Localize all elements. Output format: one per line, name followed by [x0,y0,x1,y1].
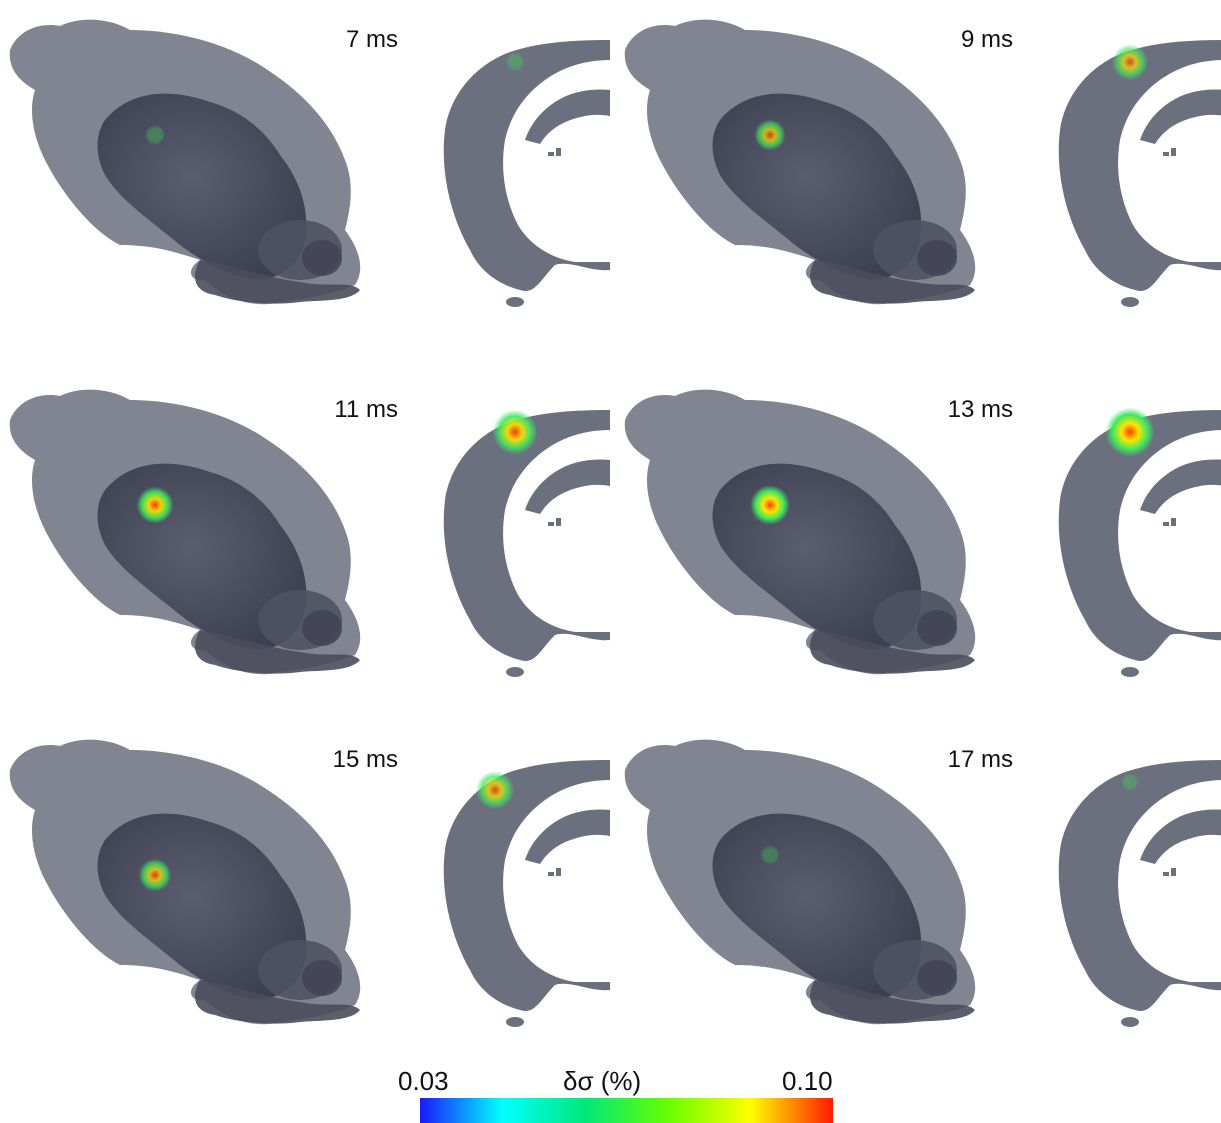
coronal-slice [1058,760,1221,1027]
time-label: 15 ms [332,746,398,773]
activation-spot-3d [760,845,780,865]
brainstem-shape [195,260,360,304]
panel-13-ms: 13 ms [615,380,1221,740]
brainstem-shape [810,260,975,304]
activation-spot-slice [492,409,538,455]
time-label: 11 ms [334,396,398,423]
activation-spot-slice [1111,43,1149,81]
brain-render [9,19,610,307]
activation-spot-slice [1121,773,1139,791]
brain-render [624,739,1221,1027]
time-label: 7 ms [345,26,398,53]
brain-render [624,389,1221,677]
brain-render [624,19,1221,307]
activation-spot-3d [144,124,166,146]
brain-render [9,739,610,1027]
colorbar: 0.03 δσ (%) 0.10 [390,1060,850,1123]
brainstem-shape [195,980,360,1024]
colorbar-gradient [420,1098,833,1123]
activation-spot-3d [138,858,172,892]
panel-7-ms: 7 ms [0,10,610,370]
colorbar-quantity-label: δσ (%) [563,1066,642,1096]
activation-spot-slice [1105,407,1155,457]
coronal-slice [1058,40,1221,307]
activation-spot-3d [136,486,174,524]
activation-spot-3d [754,119,786,151]
panel-9-ms: 9 ms [615,10,1221,370]
activation-spot-slice [505,52,525,72]
brainstem-shape [810,630,975,674]
activation-spot-slice [475,770,515,810]
coronal-slice [443,40,610,307]
panel-15-ms: 15 ms [0,730,610,1090]
coronal-slice [1058,407,1221,677]
activation-spot-3d [750,485,790,525]
colorbar-min-label: 0.03 [398,1066,449,1096]
time-label: 9 ms [960,26,1013,53]
brainstem-shape [810,980,975,1024]
time-label: 13 ms [947,396,1013,423]
coronal-slice [443,760,610,1027]
colorbar-max-label: 0.10 [782,1066,833,1096]
panel-17-ms: 17 ms [615,730,1221,1090]
time-label: 17 ms [947,746,1013,773]
panel-11-ms: 11 ms [0,380,610,740]
coronal-slice [443,409,610,677]
brainstem-shape [195,630,360,674]
brain-render [9,389,610,677]
